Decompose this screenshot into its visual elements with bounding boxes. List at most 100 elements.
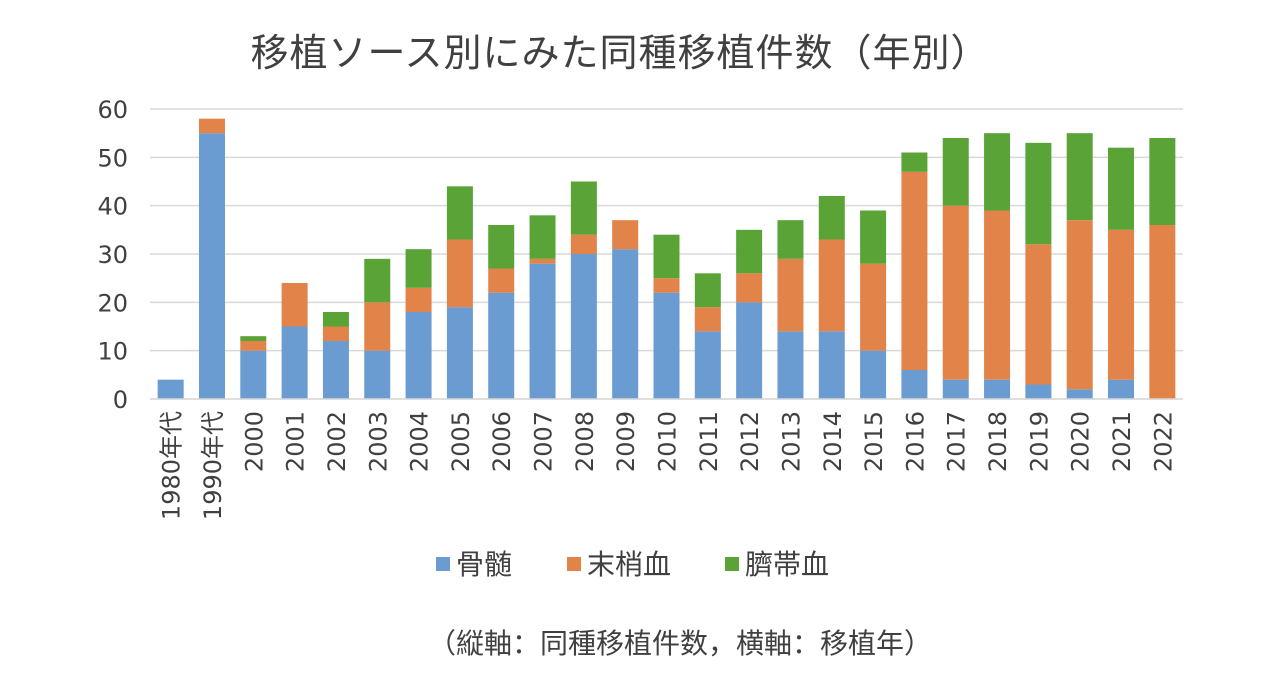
x-tick-label: 2011 (695, 411, 723, 472)
bar-segment (777, 331, 804, 399)
x-tick-label: 2015 (860, 411, 888, 472)
bar-segment (942, 205, 969, 380)
x-tick-label: 2013 (777, 411, 805, 472)
bar-segment (1066, 389, 1093, 399)
bar-segment (818, 331, 845, 399)
bar-segment (529, 263, 556, 399)
x-axis: 1980年代 1990年代 2000 2001 2002 2003 2004 2005 2006… (150, 398, 1183, 520)
x-tick-label: 2005 (447, 411, 475, 472)
y-tick-label: 40 (97, 193, 128, 221)
bar-segment (1025, 244, 1052, 385)
bar-segment (198, 133, 225, 399)
x-tick-label: 2018 (984, 411, 1012, 472)
y-tick-label: 20 (97, 289, 128, 317)
legend-label: 臍帯血 (745, 548, 829, 581)
bar-segment (405, 249, 432, 288)
bar-segment (694, 307, 721, 332)
bar-segment (240, 350, 267, 399)
legend: 骨髄 末梢血 臍帯血 (436, 548, 829, 581)
x-tick-label: 2012 (736, 411, 764, 472)
bar-segment (405, 287, 432, 312)
bar-segment (694, 273, 721, 308)
bar-segment (653, 234, 680, 279)
axis-note: （縦軸：同種移植件数，横軸：移植年） (427, 627, 932, 660)
bar-segment (322, 312, 349, 327)
bar-segment (488, 292, 515, 399)
bar-segment (488, 268, 515, 293)
bar-segment (1108, 229, 1135, 380)
bar-segment (281, 326, 308, 399)
bar-segment (736, 229, 763, 274)
x-tick-label: 2019 (1025, 411, 1053, 472)
bar-segment (736, 273, 763, 303)
bar-segment (942, 138, 969, 206)
bar-segment (1149, 138, 1176, 225)
bar-segment (901, 152, 928, 172)
bar-segment (322, 341, 349, 399)
y-tick-label: 60 (97, 96, 128, 124)
x-tick-label: 2017 (943, 411, 971, 472)
bar-segment (364, 302, 391, 351)
x-tick-label: 2006 (488, 411, 516, 472)
x-tick-label: 2003 (364, 411, 392, 472)
x-tick-label: 2001 (282, 411, 310, 472)
legend-label: 骨髄 (456, 548, 512, 581)
bar-segment (570, 181, 597, 235)
bar-segment (240, 341, 267, 351)
bar-segment (1066, 133, 1093, 221)
bar-segment (364, 350, 391, 399)
x-tick-label: 1990年代 (199, 411, 227, 520)
bar-segment (157, 379, 184, 399)
chart-title: 移植ソース別にみた同種移植件数（年別） (250, 31, 990, 75)
bar-segment (818, 239, 845, 332)
bar-segment (777, 258, 804, 332)
bar-segment (860, 263, 887, 351)
bar-segment (529, 215, 556, 259)
legend-swatch (567, 557, 581, 571)
bar-segment (901, 370, 928, 399)
bar-segment (860, 210, 887, 264)
legend-swatch (436, 557, 450, 571)
y-tick-label: 30 (97, 241, 128, 269)
bar-segment (860, 350, 887, 399)
y-tick-label: 10 (97, 338, 128, 366)
bar-segment (736, 302, 763, 399)
x-tick-label: 2020 (1067, 411, 1095, 472)
bar-segment (240, 336, 267, 341)
x-tick-label: 2009 (612, 411, 640, 472)
x-tick-label: 2016 (901, 411, 929, 472)
bars (157, 118, 1176, 399)
bar-segment (1025, 142, 1052, 245)
bar-segment (1025, 384, 1052, 399)
y-tick-label: 0 (113, 386, 128, 414)
bar-segment (984, 210, 1011, 380)
bar-segment (612, 220, 639, 250)
bar-segment (901, 171, 928, 370)
x-tick-label: 2021 (1108, 411, 1136, 472)
x-tick-label: 2004 (406, 411, 434, 472)
y-axis: 0 10 20 30 40 50 60 (97, 96, 128, 414)
bar-segment (1066, 220, 1093, 390)
bar-segment (446, 186, 473, 240)
bar-segment (198, 118, 225, 134)
bar-segment (446, 239, 473, 308)
bar-segment (570, 254, 597, 399)
bar-segment (694, 331, 721, 399)
bar-segment (818, 196, 845, 240)
bar-segment (446, 307, 473, 399)
bar-segment (1149, 225, 1176, 399)
bar-segment (653, 292, 680, 399)
y-tick-label: 50 (97, 144, 128, 172)
bar-segment (570, 234, 597, 254)
x-tick-label: 2000 (240, 411, 268, 472)
x-tick-label: 2022 (1149, 411, 1177, 472)
bar-segment (612, 249, 639, 399)
bar-segment (529, 258, 556, 264)
legend-swatch (725, 557, 739, 571)
bar-segment (405, 312, 432, 399)
bar-segment (1108, 379, 1135, 399)
legend-label: 末梢血 (587, 548, 671, 581)
x-tick-label: 2002 (323, 411, 351, 472)
x-tick-label: 2007 (530, 411, 558, 472)
